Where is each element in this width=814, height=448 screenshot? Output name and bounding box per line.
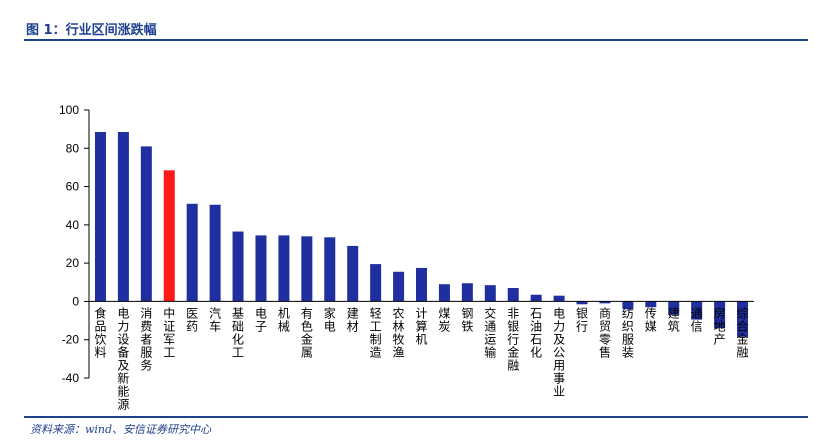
x-tick-label: 农林牧渔	[393, 306, 405, 359]
bar	[645, 301, 657, 308]
x-tick-label: 综合金融	[737, 306, 749, 359]
figure-title: 图 1：行业区间涨跌幅	[26, 23, 157, 38]
x-tick-label: 有色金属	[301, 306, 313, 359]
x-tick-label: 医药	[186, 306, 198, 333]
bar	[576, 301, 588, 305]
bar	[438, 284, 450, 302]
x-tick-label: 中证军工	[163, 305, 175, 359]
x-tick-label: 轻工制造	[370, 306, 382, 359]
bar	[622, 301, 634, 310]
x-tick-label: 家电	[324, 305, 336, 333]
x-tick-label: 石油石化	[530, 306, 542, 359]
y-tick-label: 80	[66, 141, 80, 155]
x-tick-label: 建筑	[668, 306, 680, 333]
x-tick-label: 机械	[278, 306, 290, 333]
bar	[209, 204, 221, 302]
x-tick-label: 银行	[576, 306, 588, 333]
x-tick-label: 电力及公用事业	[553, 306, 565, 398]
x-tick-label: 钢铁	[461, 306, 473, 333]
x-tick-label: 汽车	[209, 305, 221, 333]
bar	[94, 132, 106, 302]
bar	[484, 285, 496, 302]
bar	[714, 301, 726, 329]
bar	[186, 203, 198, 302]
bar	[668, 301, 680, 315]
bar	[278, 235, 290, 302]
bar	[461, 283, 473, 302]
bar	[393, 271, 405, 302]
bar	[530, 294, 542, 302]
x-tick-label: 电子	[255, 306, 267, 333]
y-tick-label: 20	[66, 256, 80, 270]
bar	[301, 236, 313, 302]
x-tick-label: 消费者服务	[140, 306, 152, 372]
x-tick-label: 通信	[691, 306, 703, 333]
bar	[553, 295, 565, 302]
y-tick-label: 0	[72, 294, 79, 308]
y-tick-label: 100	[59, 103, 79, 117]
x-tick-label: 食品饮料	[94, 305, 106, 359]
bar	[117, 132, 129, 302]
bar	[416, 267, 427, 302]
x-tick-label: 非银行金融	[507, 306, 519, 372]
bar	[691, 301, 703, 320]
x-tick-label: 煤炭	[438, 306, 450, 333]
footer-rule	[24, 416, 808, 418]
y-tick-label: -20	[62, 333, 80, 347]
x-tick-label: 交通运输	[484, 305, 496, 359]
bar	[324, 237, 336, 302]
x-tick-label: 电力设备及新能源	[117, 306, 129, 411]
x-tick-label: 商贸零售	[599, 305, 611, 359]
bar	[599, 301, 611, 304]
y-tick-label: -40	[62, 371, 80, 385]
bar	[232, 231, 244, 302]
bar	[370, 264, 382, 302]
y-tick-label: 40	[66, 218, 80, 232]
bar	[737, 301, 749, 337]
bar	[347, 245, 359, 302]
x-tick-label: 计算机	[415, 306, 427, 346]
x-tick-label: 传媒	[645, 305, 657, 333]
header-rule	[24, 39, 808, 41]
x-tick-label: 纺织服装	[622, 306, 634, 359]
x-tick-label: 房地产	[714, 305, 726, 346]
bar	[255, 235, 267, 302]
x-tick-label: 基础化工	[232, 306, 244, 359]
y-tick-label: 60	[66, 180, 80, 194]
figure-source: 资料来源：wind、安信证券研究中心	[30, 423, 212, 436]
bar	[163, 170, 175, 302]
figure-header: 图 1：行业区间涨跌幅	[0, 0, 814, 42]
bar	[507, 288, 519, 302]
x-tick-label: 建材	[347, 306, 359, 333]
bar	[140, 146, 152, 302]
